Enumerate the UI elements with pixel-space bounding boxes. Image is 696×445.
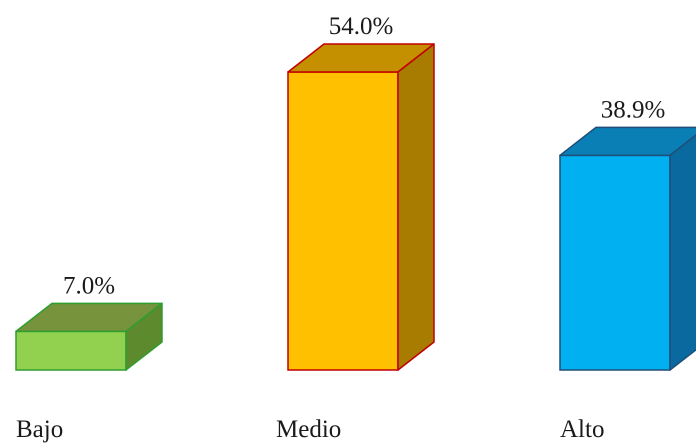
bar-medio <box>287 43 435 371</box>
category-labels-group: Bajo Medio Alto <box>16 416 604 443</box>
value-label-medio: 54.0% <box>329 13 394 40</box>
bar-top-alto <box>559 126 696 157</box>
bar-front-bajo <box>15 330 127 371</box>
value-label-bajo: 7.0% <box>63 272 115 299</box>
bar-side-alto <box>669 134 696 371</box>
bar-alto <box>559 126 696 371</box>
bar-side-bajo <box>125 302 163 371</box>
bar-bajo <box>15 302 163 371</box>
category-label-bajo: Bajo <box>16 416 63 443</box>
bar-side-medio <box>397 43 435 371</box>
bars-group <box>15 43 696 371</box>
bar-front-alto <box>559 154 671 371</box>
value-label-alto: 38.9% <box>601 96 666 123</box>
value-labels-group: 7.0% 54.0% 38.9% <box>63 13 665 299</box>
bar-front-medio <box>287 71 399 371</box>
category-label-medio: Medio <box>276 416 341 443</box>
category-label-alto: Alto <box>560 416 604 443</box>
